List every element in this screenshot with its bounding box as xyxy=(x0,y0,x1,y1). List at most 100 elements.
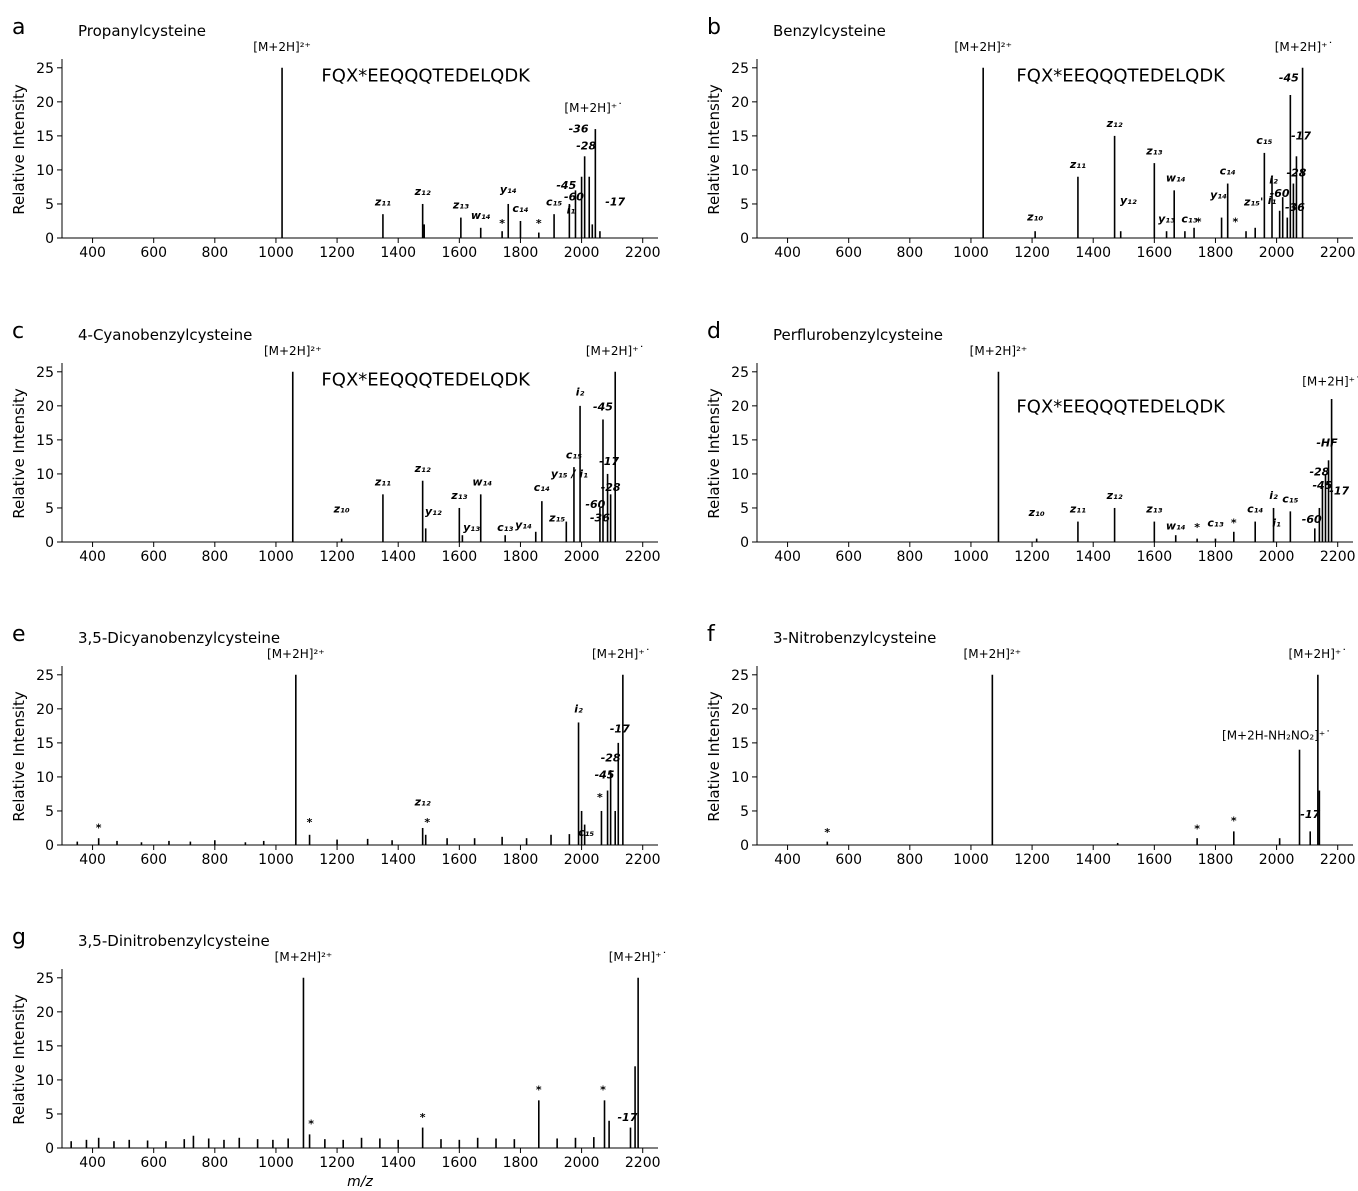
x-tick-label: 1000 xyxy=(258,852,294,868)
annotation: w₁₄ xyxy=(1166,171,1186,184)
y-tick-label: 5 xyxy=(740,501,749,517)
panel: d Perflurobenzylcysteine Relative Intensit… xyxy=(705,319,1358,565)
annotation: c₁₅ xyxy=(1256,134,1272,147)
annotation: i₂ xyxy=(1269,489,1278,502)
y-tick-label: 0 xyxy=(740,231,749,247)
annotation: z₁₅' xyxy=(1243,195,1263,208)
annotation: y₁₄ xyxy=(500,183,517,196)
annotation: -45 xyxy=(593,401,613,414)
x-tick-label: 2000 xyxy=(564,245,600,261)
y-axis-label: Relative Intensity xyxy=(705,84,723,215)
panel: g 3,5-Dinitrobenzylcysteine Relative Inten… xyxy=(10,925,668,1190)
annotation: c₁₅ xyxy=(578,826,594,839)
y-tick-label: 15 xyxy=(731,129,749,145)
panel-title: Propanylcysteine xyxy=(78,22,206,40)
annotation: [M+2H]²⁺ xyxy=(264,344,322,358)
annotation: z₁₁ xyxy=(374,195,391,208)
x-tick-label: 1400 xyxy=(380,852,416,868)
annotation: FQX*EEQQQTEDELQDK xyxy=(1016,65,1226,86)
panel-label: e xyxy=(12,622,26,647)
annotation: -28 xyxy=(1287,167,1307,180)
x-tick-label: 1000 xyxy=(258,245,294,261)
panel: c 4-Cyanobenzylcysteine Relative Intensity… xyxy=(10,319,661,565)
y-axis-label: Relative Intensity xyxy=(10,994,28,1125)
panel-title: 3-Nitrobenzylcysteine xyxy=(773,629,936,647)
x-tick-label: 2200 xyxy=(625,549,661,565)
annotation: c₁₄ xyxy=(1220,165,1236,178)
y-tick-label: 20 xyxy=(36,702,54,718)
x-tick-label: 400 xyxy=(774,852,801,868)
annotation: [M+2H]²⁺ xyxy=(970,344,1028,358)
annotation: FQX*EEQQQTEDELQDK xyxy=(1016,397,1226,418)
x-tick-label: 800 xyxy=(896,245,923,261)
annotation: -60 xyxy=(585,498,605,511)
annotation: * xyxy=(1196,216,1202,229)
annotation: -17 xyxy=(1329,484,1349,497)
x-tick-label: 1400 xyxy=(1075,549,1111,565)
x-tick-label: 1800 xyxy=(503,245,539,261)
x-tick-label: 2200 xyxy=(625,245,661,261)
x-tick-label: 1000 xyxy=(953,852,989,868)
x-tick-label: 400 xyxy=(79,245,106,261)
y-tick-label: 0 xyxy=(45,1141,54,1157)
x-tick-label: 800 xyxy=(896,852,923,868)
annotation: * xyxy=(308,1118,314,1131)
annotation: z₁₅ xyxy=(548,512,565,525)
x-tick-label: 2200 xyxy=(1320,245,1356,261)
y-tick-label: 25 xyxy=(731,61,749,77)
annotation: -45 xyxy=(1279,71,1299,84)
y-tick-label: 15 xyxy=(36,1039,54,1055)
annotation: [M+2H]²⁺ xyxy=(275,950,333,964)
x-tick-label: 800 xyxy=(201,852,228,868)
panel-label: d xyxy=(707,319,721,344)
x-tick-label: 1400 xyxy=(380,1155,416,1171)
annotation: z₁₃ xyxy=(1145,144,1162,157)
annotation: -45 xyxy=(595,768,615,781)
annotation: y₁₂ xyxy=(1120,194,1137,207)
annotation: c₁₅ xyxy=(1282,493,1298,506)
annotation: c₁₅ xyxy=(546,195,562,208)
annotation: c₁₃ xyxy=(1207,516,1223,529)
annotation: [M+2H]²⁺ xyxy=(267,647,325,661)
annotation: i₁ xyxy=(1268,194,1277,207)
annotation: -28 xyxy=(601,751,621,764)
y-tick-label: 5 xyxy=(45,197,54,213)
annotation: -17 xyxy=(1300,808,1320,821)
x-tick-label: 600 xyxy=(140,245,167,261)
panel-label: b xyxy=(707,15,721,40)
annotation: z₁₂ xyxy=(1106,489,1123,502)
annotation: [M+2H]²⁺ xyxy=(954,40,1012,54)
annotation: * xyxy=(824,826,830,839)
annotation: * xyxy=(1194,823,1200,836)
x-tick-label: 1600 xyxy=(442,1155,478,1171)
annotation: -60 xyxy=(1270,187,1290,200)
annotation: * xyxy=(1231,516,1237,529)
panel-title: 4-Cyanobenzylcysteine xyxy=(78,326,252,344)
annotation: [M+2H]⁺˙ xyxy=(592,647,651,661)
x-tick-label: 1400 xyxy=(1075,245,1111,261)
x-tick-label: 2200 xyxy=(1320,852,1356,868)
x-tick-label: 800 xyxy=(201,1155,228,1171)
annotation: c₁₅ xyxy=(566,448,582,461)
annotation: w₁₄ xyxy=(471,209,491,222)
annotation: z₁₃ xyxy=(450,489,467,502)
annotation: z₁₀ xyxy=(1026,210,1043,223)
x-tick-label: 2000 xyxy=(564,549,600,565)
y-tick-label: 5 xyxy=(45,501,54,517)
y-tick-label: 5 xyxy=(45,1107,54,1123)
annotation: [M+2H]²⁺ xyxy=(253,40,311,54)
annotation: * xyxy=(1232,216,1238,229)
annotation: -60 xyxy=(1302,513,1322,526)
x-tick-label: 1400 xyxy=(1075,852,1111,868)
annotation: [M+2H]⁺˙ xyxy=(586,344,645,358)
x-tick-label: 1800 xyxy=(503,1155,539,1171)
x-tick-label: 600 xyxy=(835,245,862,261)
y-tick-label: 0 xyxy=(45,838,54,854)
annotation: -17 xyxy=(605,195,625,208)
x-tick-label: 1400 xyxy=(380,549,416,565)
panel-title: 3,5-Dicyanobenzylcysteine xyxy=(78,629,280,647)
y-tick-label: 15 xyxy=(36,129,54,145)
y-tick-label: 0 xyxy=(45,535,54,551)
annotation: y₁₄ xyxy=(1210,189,1227,202)
annotation: -28 xyxy=(1309,465,1329,478)
